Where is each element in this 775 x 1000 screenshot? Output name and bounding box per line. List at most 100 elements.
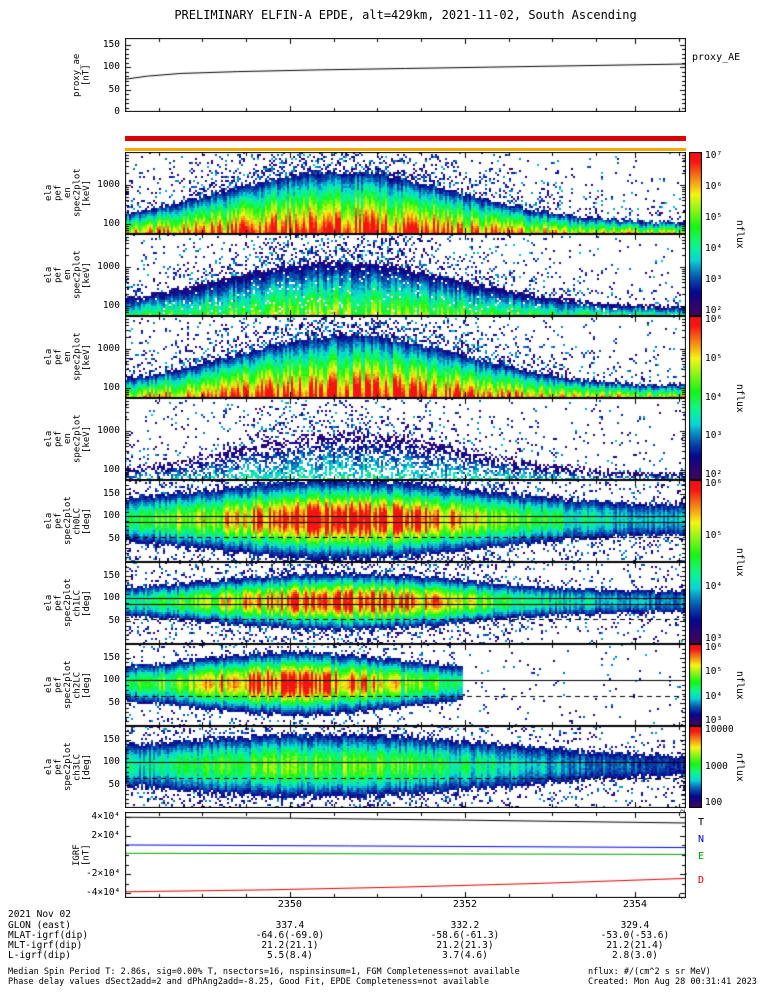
colorbar-title: nflux bbox=[734, 752, 745, 782]
colorbar-title: nflux bbox=[734, 383, 745, 413]
panel-en2 bbox=[125, 234, 686, 316]
ytick-en3: 1000 bbox=[97, 342, 120, 354]
panel-ch0 bbox=[125, 480, 686, 562]
colorbar-3 bbox=[689, 644, 702, 726]
panel-ch3 bbox=[125, 726, 686, 808]
row-label: 2021 Nov 02 bbox=[8, 909, 71, 920]
footer-phase-delay: Phase delay values dSect2add=2 and dPhAn… bbox=[8, 977, 490, 987]
plot-title: PRELIMINARY ELFIN-A EPDE, alt=429km, 202… bbox=[174, 8, 637, 22]
row-value: 2.8(3.0) bbox=[612, 950, 658, 961]
ytick-ch3: 50 bbox=[108, 779, 120, 791]
xtick-label: 2354 bbox=[622, 899, 647, 910]
colorbar-tick: 10⁵ bbox=[705, 666, 723, 678]
ytick-en1: 100 bbox=[102, 217, 120, 229]
row-label: MLT-igrf(dip) bbox=[8, 940, 83, 951]
ytick-igrf: -2×10⁴ bbox=[86, 868, 121, 880]
ytick-proxy_ae: 50 bbox=[108, 83, 120, 95]
panel-en1 bbox=[125, 152, 686, 234]
colorbar-4 bbox=[689, 726, 702, 808]
position-bar bbox=[125, 136, 686, 141]
row-value: 337.4 bbox=[275, 920, 305, 931]
xtick-label: 2352 bbox=[452, 899, 477, 910]
legend-D: D bbox=[698, 875, 705, 886]
colorbar-tick: 10⁴ bbox=[705, 243, 723, 254]
footer-created: Created: Mon Aug 28 00:31:41 2023 bbox=[588, 977, 757, 987]
ytick-ch3: 150 bbox=[102, 733, 120, 745]
row-label: GLON (east) bbox=[8, 920, 71, 931]
colorbar-tick: 1000 bbox=[705, 760, 728, 772]
row-value: 3.7(4.6) bbox=[442, 950, 488, 961]
ylabel-en2: ela pef en spec2plot [keV] bbox=[44, 234, 93, 316]
ytick-ch2: 150 bbox=[102, 651, 120, 663]
colorbar-tick: 10⁴ bbox=[705, 581, 723, 593]
ytick-en2: 100 bbox=[102, 299, 120, 311]
colorbar-tick: 10⁵ bbox=[705, 529, 723, 541]
colorbar-tick: 10⁶ bbox=[705, 478, 723, 489]
ylabel-ch0: ela pef spec2plot ch0LC [deg] bbox=[44, 480, 93, 562]
ylabel-ch3: ela pef spec2plot ch3LC [deg] bbox=[44, 726, 93, 808]
colorbar-tick: 10000 bbox=[705, 724, 734, 735]
ylabel-ch1: ela pef spec2plot ch1LC [deg] bbox=[44, 562, 93, 644]
row-value: 5.5(8.4) bbox=[267, 950, 313, 961]
colorbar-1 bbox=[689, 316, 702, 480]
panel-ch1 bbox=[125, 562, 686, 644]
panel-ch2 bbox=[125, 644, 686, 726]
ytick-ch0: 150 bbox=[102, 487, 120, 499]
row-label: MLAT-igrf(dip) bbox=[8, 930, 89, 941]
ytick-proxy_ae: 150 bbox=[102, 38, 120, 50]
ytick-ch0: 100 bbox=[102, 510, 120, 522]
row-label: L-igrf(dip) bbox=[8, 950, 71, 961]
proxy-ae-right-label: proxy_AE bbox=[692, 52, 741, 63]
row-value: -53.0(-53.6) bbox=[600, 930, 670, 941]
ytick-en1: 1000 bbox=[97, 178, 120, 190]
row-value: 329.4 bbox=[620, 920, 650, 931]
colorbar-tick: 10⁷ bbox=[705, 150, 723, 161]
panel-en4 bbox=[125, 398, 686, 480]
row-value: 21.2(21.3) bbox=[436, 940, 494, 951]
ytick-igrf: 4×10⁴ bbox=[91, 810, 120, 822]
panel-proxy_ae bbox=[125, 38, 686, 112]
ytick-ch2: 100 bbox=[102, 674, 120, 686]
ytick-en4: 1000 bbox=[97, 424, 120, 436]
colorbar-tick: 10⁶ bbox=[705, 314, 723, 325]
colorbar-tick: 10³ bbox=[705, 430, 723, 442]
colorbar-tick: 100 bbox=[705, 797, 723, 808]
ytick-ch0: 50 bbox=[108, 533, 120, 545]
ylabel-ch2: ela pef spec2plot ch2LC [deg] bbox=[44, 644, 93, 726]
legend-T: T bbox=[698, 817, 705, 828]
colorbar-tick: 10³ bbox=[705, 715, 723, 726]
ytick-ch1: 100 bbox=[102, 592, 120, 604]
colorbar-tick: 10⁶ bbox=[705, 181, 723, 192]
colorbar-tick: 10² bbox=[705, 469, 723, 480]
colorbar-tick: 10⁴ bbox=[705, 391, 723, 403]
row-value: 21.2(21.1) bbox=[261, 940, 319, 951]
footer-nflux-units: nflux: #/(cm^2 s sr MeV) bbox=[588, 967, 711, 977]
ytick-en2: 1000 bbox=[97, 260, 120, 272]
ylabel-line: [nT] bbox=[81, 844, 92, 866]
legend-N: N bbox=[698, 834, 705, 845]
epd-fast-bar bbox=[125, 148, 686, 151]
ylabel-en4: ela pef en spec2plot [keV] bbox=[44, 398, 93, 480]
row-value: 332.2 bbox=[450, 920, 480, 931]
xtick-label: 2350 bbox=[277, 899, 302, 910]
footer-spin-period: Median Spin Period T: 2.86s, sig=0.00% T… bbox=[8, 967, 520, 977]
colorbar-2 bbox=[689, 480, 702, 644]
ytick-igrf: -4×10⁴ bbox=[86, 887, 121, 899]
ytick-igrf: 2×10⁴ bbox=[91, 829, 120, 841]
colorbar-title: nflux bbox=[734, 219, 745, 249]
colorbar-title: nflux bbox=[734, 547, 745, 577]
ylabel-en1: ela pef en spec2plot [keV] bbox=[44, 152, 93, 234]
colorbar-tick: 10³ bbox=[705, 633, 723, 644]
ytick-ch3: 100 bbox=[102, 756, 120, 768]
row-value: 21.2(21.4) bbox=[606, 940, 664, 951]
ytick-proxy_ae: 0 bbox=[114, 106, 120, 117]
ylabel-igrf: IGRF [nT] bbox=[72, 812, 92, 898]
row-value: -64.6(-69.0) bbox=[255, 930, 325, 941]
colorbar-title: nflux bbox=[734, 670, 745, 700]
ytick-ch1: 50 bbox=[108, 615, 120, 627]
colorbar-tick: 10⁴ bbox=[705, 690, 723, 702]
ytick-ch2: 50 bbox=[108, 697, 120, 709]
ylabel-en3: ela pef en spec2plot [keV] bbox=[44, 316, 93, 398]
row-value: -58.6(-61.3) bbox=[430, 930, 500, 941]
colorbar-tick: 10³ bbox=[705, 274, 723, 285]
